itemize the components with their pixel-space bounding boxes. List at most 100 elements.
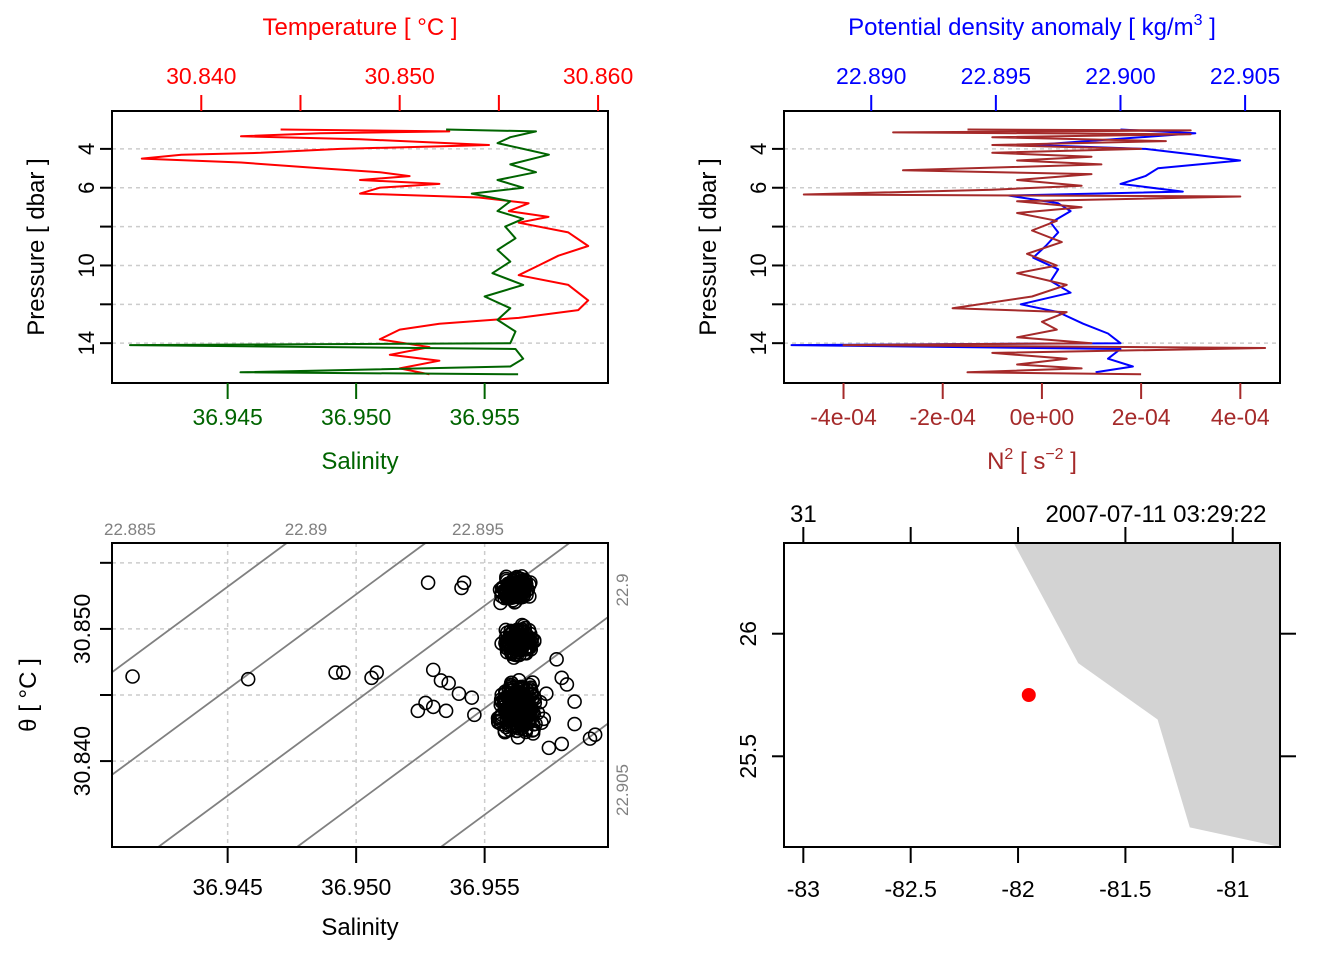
ts-point — [498, 686, 513, 702]
pressure-tick-label: 4 — [746, 143, 771, 155]
ts-point — [508, 623, 524, 638]
ts-point — [494, 707, 509, 722]
ts-point — [511, 632, 527, 647]
ts-point — [369, 665, 385, 680]
theta-tick-label: 30.840 — [69, 726, 95, 796]
ts-point — [522, 638, 538, 654]
isopycnal-line — [112, 543, 427, 776]
ts-point — [505, 592, 521, 608]
isopycnal-right-label: 22.9 — [613, 573, 632, 606]
pressure-tick-label: 14 — [74, 331, 99, 355]
bottom-axis-tick-label: 2e-04 — [1112, 404, 1171, 430]
bottom-axis-tick-label: -4e-04 — [810, 404, 877, 430]
n2-label-end: ] — [1064, 448, 1077, 475]
station-marker — [1021, 688, 1036, 702]
salinity-axis-label: Salinity — [321, 448, 398, 475]
density-label-main: Potential density anomaly [ kg/m — [848, 14, 1194, 41]
top-axis-tick-label: 22.905 — [1210, 63, 1280, 89]
ts-point — [554, 670, 570, 686]
salinity-axis-label: Salinity — [321, 914, 398, 941]
n2-label-sup2: −2 — [1045, 446, 1063, 463]
ts-grid — [112, 543, 608, 847]
ts-point — [525, 675, 540, 690]
series-line-n2 — [802, 128, 1267, 376]
ts-point — [425, 662, 441, 678]
n2-label-main: N — [987, 448, 1004, 475]
series-line-potential-density-anomaly — [790, 128, 1242, 374]
density-label-end: ] — [1203, 14, 1216, 41]
ts-point — [418, 695, 433, 711]
station-time-label: 2007-07-11 03:29:22 — [1045, 501, 1266, 528]
profile-series — [129, 128, 590, 376]
ts-point — [505, 687, 520, 703]
ts-point — [554, 736, 570, 752]
temperature-axis-label: Temperature [ °C ] — [263, 14, 458, 41]
ts-point — [454, 580, 469, 596]
isopycnal-top-label: 22.89 — [285, 520, 328, 539]
ts-point — [504, 577, 520, 593]
panel-station-map: -83 -82.5 -82 -81.5 -81 25.5 26 31 2007-07-11 … — [735, 501, 1296, 902]
density-axis-label: Potential density anomaly [ kg/m3 ] — [848, 12, 1216, 41]
ts-point — [467, 707, 482, 723]
n2-axis-label: N2 [ s−2 ] — [987, 446, 1077, 475]
plot-frame — [111, 110, 609, 384]
n2-axis: -4e-04 -2e-04 0e+00 2e-04 4e-04 — [810, 383, 1270, 430]
top-axis-tick-label: 22.900 — [1085, 63, 1155, 89]
ts-point — [582, 731, 598, 746]
ts-point — [441, 675, 456, 691]
bottom-axis-tick-label: 36.945 — [192, 404, 262, 430]
longitude-tick-label: -81.5 — [1099, 876, 1151, 902]
panel-density-n2-profile: 22.890 22.895 22.900 22.905 -4e-04 -2e-04 0e+… — [695, 12, 1281, 475]
series-line-temperature — [140, 128, 590, 376]
ts-point — [518, 693, 533, 708]
ts-point — [493, 712, 508, 728]
pressure-tick-label: 6 — [746, 182, 771, 194]
pressure-axis: 4 6 10 14 — [746, 143, 784, 355]
bottom-axis-tick-label: 36.955 — [449, 404, 519, 430]
isopycnal-line — [112, 543, 288, 674]
ts-point — [328, 665, 343, 680]
ts-point — [451, 686, 467, 701]
density-axis: 22.890 22.895 22.900 22.905 — [836, 63, 1280, 111]
n2-label-sup: 2 — [1004, 446, 1013, 463]
pressure-axis: 4 6 10 14 — [74, 143, 112, 355]
top-axis-tick-label: 22.895 — [961, 63, 1031, 89]
bottom-axis-tick-label: 0e+00 — [1010, 404, 1075, 430]
ts-point — [464, 690, 480, 705]
isopycnal-top-label: 22.885 — [104, 520, 156, 539]
ts-point — [420, 575, 436, 590]
ts-point — [525, 723, 540, 738]
ts-point — [514, 707, 529, 722]
theta-tick-label: 30.850 — [69, 594, 95, 664]
bottom-axis-tick-label: 4e-04 — [1211, 404, 1270, 430]
isopycnal-top-label: 22.895 — [452, 520, 504, 539]
ts-point — [541, 740, 557, 756]
pressure-tick-label: 10 — [74, 253, 99, 277]
pressure-tick-label: 14 — [746, 331, 771, 355]
ts-point — [567, 716, 582, 732]
longitude-tick-label: -82 — [1001, 876, 1034, 902]
top-axis-tick-label: 30.840 — [166, 63, 236, 89]
isopycnal-right-label: 22.905 — [613, 764, 632, 816]
pressure-grid — [112, 148, 608, 344]
map-axes: -83 -82.5 -82 -81.5 -81 25.5 26 — [735, 527, 1296, 902]
bottom-axis-tick-label: -2e-04 — [909, 404, 976, 430]
ts-point — [335, 665, 351, 680]
ts-point — [125, 669, 140, 684]
density-label-sup: 3 — [1194, 12, 1203, 29]
ts-point — [514, 716, 529, 731]
ts-point — [438, 703, 454, 719]
pressure-tick-label: 10 — [746, 253, 771, 277]
ts-point — [549, 652, 564, 667]
pressure-tick-label: 6 — [74, 182, 99, 194]
isopycnal-line — [440, 722, 608, 847]
pressure-axis-label: Pressure [ dbar ] — [695, 158, 722, 335]
longitude-tick-label: -81 — [1216, 876, 1249, 902]
salinity-tick-label: 36.955 — [449, 874, 519, 900]
ts-point — [433, 673, 449, 688]
ts-point — [502, 689, 517, 705]
ts-point — [567, 694, 582, 709]
ts-point — [505, 584, 520, 600]
